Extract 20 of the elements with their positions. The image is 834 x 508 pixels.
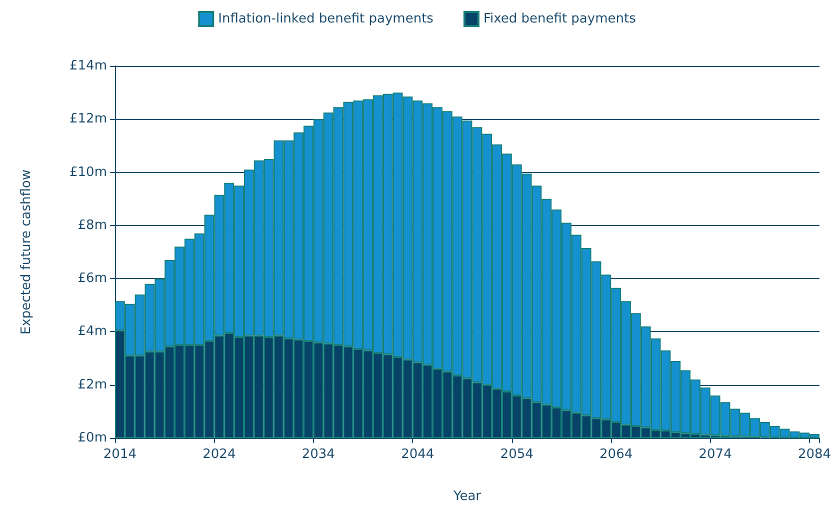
x-tick-label: 2024 (202, 447, 236, 462)
x-tick-label: 2064 (600, 447, 633, 462)
y-tick-label: £2m (78, 377, 107, 392)
y-tick-label: £14m (70, 58, 107, 74)
legend-label: Fixed benefit payments (483, 12, 636, 26)
x-tick-label: 2074 (698, 447, 732, 462)
y-tick-label: £8m (78, 218, 107, 233)
x-tick-label: 2014 (103, 447, 137, 462)
y-tick-label: £0m (78, 430, 107, 446)
y-tick-label: £6m (78, 271, 107, 286)
x-tick-label: 2084 (798, 447, 832, 462)
y-tick-label: £10m (70, 164, 107, 180)
y-tick-label: £4m (78, 324, 107, 340)
x-tick-label: 2044 (401, 447, 434, 462)
legend-label: Inflation-linked benefit payments (218, 12, 434, 26)
y-tick-label: £12m (70, 112, 107, 127)
x-tick-label: 2034 (302, 447, 335, 462)
y-axis-title: Expected future cashflow (19, 169, 34, 335)
x-axis-title: Year (452, 489, 482, 504)
x-tick-label: 2054 (500, 447, 534, 462)
